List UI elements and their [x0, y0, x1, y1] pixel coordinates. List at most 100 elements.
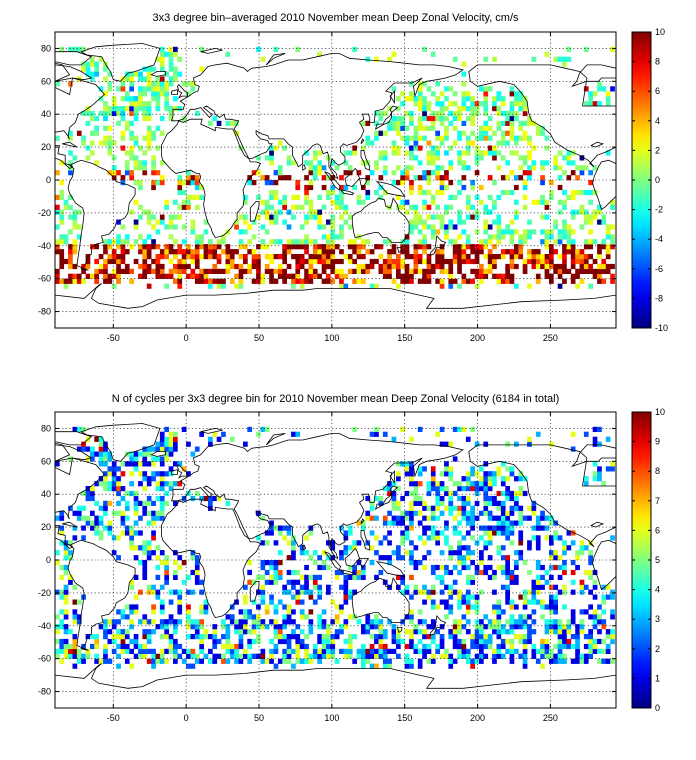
bin-cell — [479, 535, 484, 541]
bin-cell — [238, 283, 244, 289]
bin-cell — [400, 258, 405, 265]
bin-cell — [387, 486, 392, 492]
bin-cell — [229, 258, 235, 265]
bin-cell — [142, 451, 148, 457]
bin-cell — [124, 170, 130, 176]
bin-cell — [426, 224, 432, 230]
bin-cell — [522, 619, 528, 625]
bin-cell — [452, 101, 458, 107]
bin-cell — [330, 184, 336, 191]
bin-cell — [251, 219, 257, 225]
bin-cell — [155, 91, 161, 97]
bin-cell — [155, 86, 161, 92]
bin-cell — [199, 624, 204, 630]
bin-cell — [369, 663, 375, 669]
bin-cell — [483, 135, 489, 141]
bin-cell — [518, 624, 524, 630]
bin-cell — [155, 471, 161, 477]
bin-cell — [194, 629, 200, 635]
bin-cell — [225, 638, 231, 645]
bin-cell — [409, 165, 414, 171]
bin-cell — [225, 120, 231, 126]
bin-cell — [496, 619, 502, 625]
bin-cell — [601, 619, 607, 625]
bin-cell — [562, 244, 567, 250]
bin-cell — [247, 560, 252, 566]
bin-cell — [107, 451, 113, 457]
bin-cell — [396, 476, 401, 482]
bin-cell — [190, 619, 196, 625]
bin-cell — [68, 540, 73, 546]
bin-cell — [426, 150, 432, 156]
bin-cell — [129, 155, 134, 161]
bin-cell — [492, 619, 497, 625]
bin-cell — [291, 214, 296, 220]
bin-cell — [426, 273, 432, 279]
bin-cell — [378, 254, 384, 260]
bin-cell — [334, 204, 340, 210]
bin-cell — [404, 273, 410, 279]
bin-cell — [286, 224, 292, 230]
bin-cell — [124, 263, 130, 270]
bin-cell — [522, 604, 528, 610]
coastline-11 — [339, 569, 355, 576]
bin-cell — [133, 495, 139, 502]
colorbar-tick-label: 10 — [655, 407, 665, 417]
bin-cell — [55, 550, 60, 556]
bin-cell — [605, 634, 611, 640]
bin-cell — [570, 569, 576, 576]
bin-cell — [317, 589, 322, 595]
bin-cell — [98, 96, 104, 102]
bin-cell — [72, 214, 78, 220]
bin-cell — [444, 466, 449, 472]
bin-cell — [59, 510, 65, 516]
bin-cell — [452, 658, 458, 664]
bin-cell — [234, 653, 239, 659]
bin-cell — [605, 234, 611, 240]
bin-cell — [387, 258, 392, 265]
bin-cell — [133, 155, 139, 161]
bin-cell — [522, 234, 528, 240]
bin-cell — [597, 629, 602, 635]
bin-cell — [312, 254, 318, 260]
bin-cell — [133, 643, 139, 650]
bin-cell — [90, 525, 95, 531]
bin-cell — [304, 189, 309, 196]
bin-cell — [173, 214, 178, 220]
bin-cell — [575, 624, 580, 630]
bin-cell — [194, 446, 200, 452]
bin-cell — [173, 619, 178, 625]
bin-cell — [562, 604, 567, 610]
bin-cell — [435, 110, 440, 117]
bin-cell — [212, 638, 218, 645]
bin-cell — [133, 135, 139, 141]
bin-cell — [474, 145, 480, 151]
bin-cell — [553, 155, 558, 161]
bin-cell — [430, 115, 436, 122]
bin-cell — [540, 229, 545, 235]
bin-cell — [116, 663, 121, 669]
bin-cell — [461, 510, 467, 516]
bin-cell — [94, 643, 99, 650]
bin-cell — [439, 530, 445, 536]
bin-cell — [85, 490, 91, 497]
bin-cell — [308, 239, 314, 245]
bin-cell — [177, 604, 183, 610]
bin-cell — [146, 500, 152, 506]
bin-cell — [151, 530, 156, 536]
bin-cell — [199, 604, 204, 610]
bin-cell — [264, 199, 270, 205]
bin-cell — [164, 96, 169, 102]
bin-cell — [317, 619, 322, 625]
bin-cell — [190, 624, 196, 630]
bin-cell — [496, 234, 502, 240]
bin-cell — [470, 268, 475, 274]
bin-cell — [190, 180, 196, 186]
bin-cell — [575, 643, 580, 650]
bin-cell — [317, 653, 322, 659]
bin-cell — [282, 199, 287, 205]
bin-cell — [339, 629, 344, 635]
bin-cell — [522, 643, 528, 650]
bin-cell — [173, 76, 178, 82]
bin-cell — [269, 599, 274, 605]
